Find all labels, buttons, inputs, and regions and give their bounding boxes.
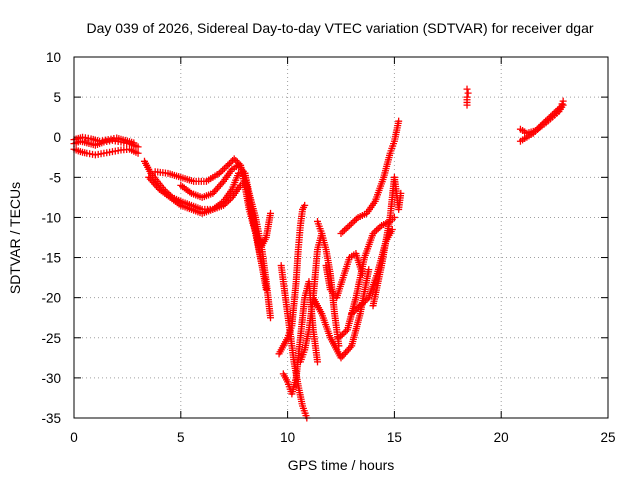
data-point (344, 223, 352, 231)
x-tick-label: 5 (177, 430, 185, 445)
data-point (374, 225, 382, 233)
data-point (340, 226, 348, 234)
data-point (130, 139, 138, 147)
x-tick-label: 25 (600, 430, 615, 445)
data-point (372, 226, 380, 234)
data-point (388, 225, 396, 233)
series-arc-19 (463, 85, 472, 109)
y-tick-label: -25 (41, 331, 61, 346)
data-point (559, 97, 567, 105)
series-arc-16 (337, 117, 403, 237)
y-tick-label: -20 (41, 291, 61, 306)
data-point (219, 166, 227, 174)
x-tick-label: 15 (387, 430, 402, 445)
data-point (346, 221, 354, 229)
y-tick-label: 0 (53, 130, 61, 145)
data-point (342, 225, 350, 233)
grid (74, 57, 608, 418)
data-point (227, 158, 235, 166)
y-tick-label: -10 (41, 210, 61, 225)
series-arc-11 (296, 229, 326, 366)
y-axis-label: SDTVAR / TECUs (7, 182, 23, 294)
data-point (134, 143, 142, 151)
series-arc-21 (516, 97, 567, 137)
data-point (395, 117, 403, 125)
data-point (339, 228, 347, 236)
data-point (463, 85, 471, 93)
data-point (365, 266, 373, 274)
data-point (232, 156, 240, 164)
data-point (267, 314, 275, 322)
y-tick-label: -35 (41, 411, 61, 426)
axis-ticks (73, 56, 609, 419)
x-tick-label: 0 (70, 430, 78, 445)
data-point (224, 161, 232, 169)
chart-title: Day 039 of 2026, Sidereal Day-to-day VTE… (86, 20, 593, 36)
data-point (349, 218, 357, 226)
data-point (397, 189, 405, 197)
series-arc-15 (335, 213, 398, 342)
data-point (347, 220, 355, 228)
series-arc-7 (177, 161, 266, 270)
data-point (464, 89, 472, 97)
data-point (233, 158, 241, 166)
data-point (134, 149, 142, 157)
x-tick-label: 20 (494, 430, 509, 445)
data-point (267, 209, 275, 217)
data-point (220, 165, 228, 173)
series-arc-14 (309, 266, 373, 362)
series-arc-1 (70, 145, 142, 159)
x-tick-labels: 0 5 10 15 20 25 (70, 430, 615, 445)
series-arc-3 (70, 133, 138, 147)
series-arc-18 (369, 173, 405, 310)
data-point (301, 201, 309, 209)
x-tick-label: 10 (280, 430, 295, 445)
data-point (340, 329, 348, 337)
y-tick-label: 10 (46, 50, 61, 65)
data-point (262, 286, 270, 294)
data-point (222, 163, 230, 171)
data-point (463, 93, 471, 101)
y-tick-label: -30 (41, 371, 61, 386)
x-axis-label: GPS time / hours (288, 457, 395, 473)
data-point (348, 310, 356, 318)
data-point (337, 229, 345, 237)
plot-frame (73, 56, 609, 419)
y-tick-label: -5 (49, 170, 61, 185)
data-point (314, 358, 322, 366)
series-arc-9 (275, 201, 309, 358)
y-tick-label: -15 (41, 251, 61, 266)
data-point (258, 262, 266, 270)
data-point (351, 217, 359, 225)
data-point (230, 155, 238, 163)
data-point (225, 160, 233, 168)
y-tick-labels: 10 5 0 -5 -10 -15 -20 -25 -30 -35 (41, 50, 61, 426)
data-points (70, 85, 567, 422)
y-tick-label: 5 (53, 90, 61, 105)
